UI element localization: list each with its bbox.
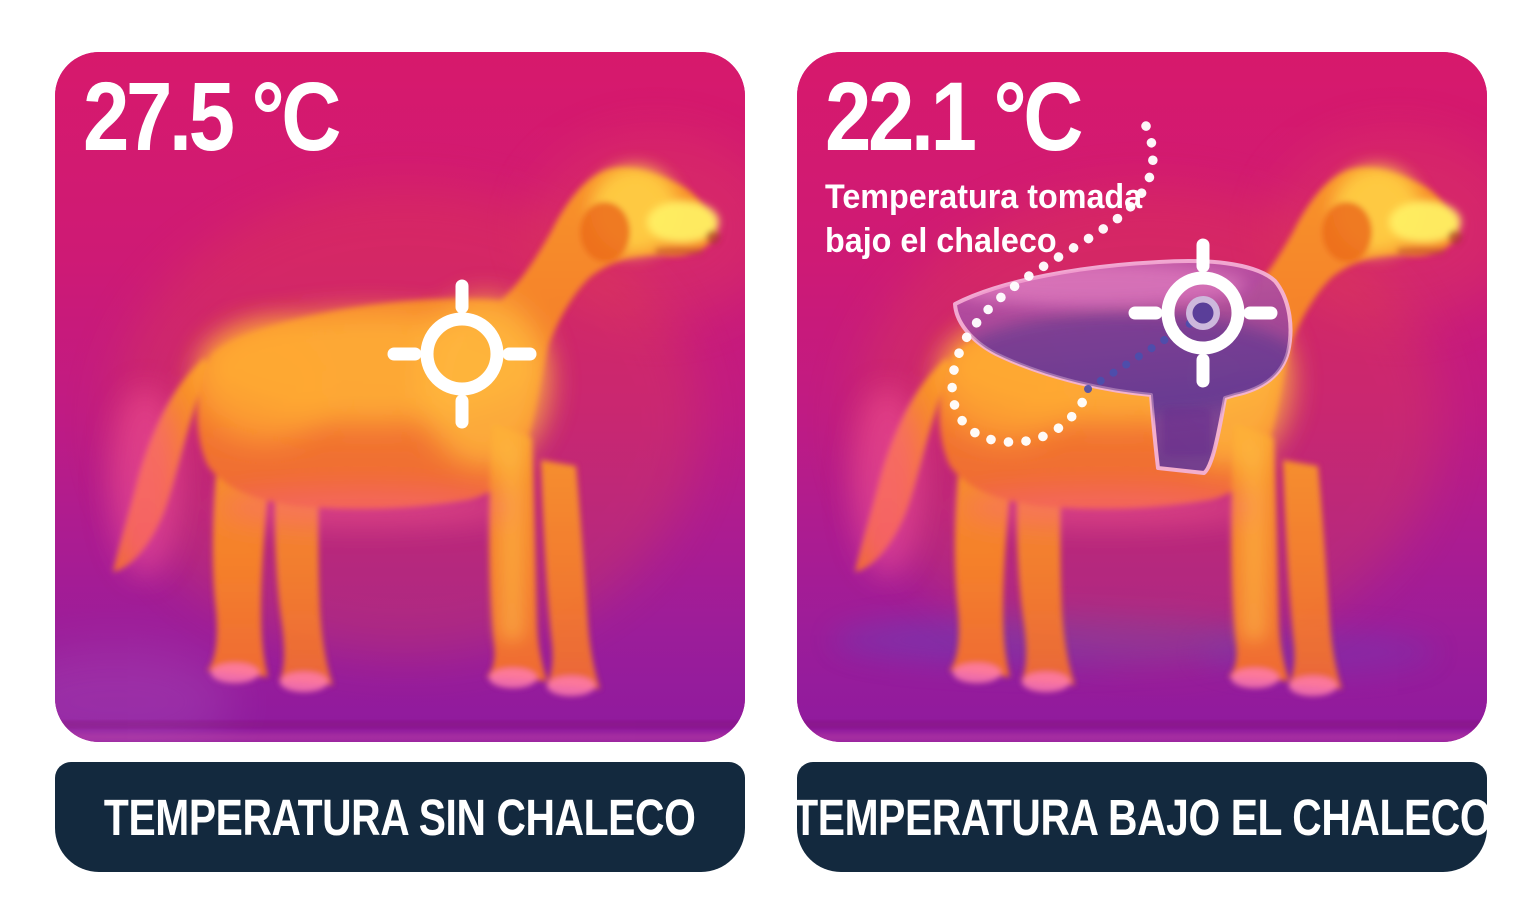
caption-bar-bajo-chaleco: TEMPERATURA BAJO EL CHALECO [793,762,1491,872]
annotation-line-1: Temperatura tomada [825,178,1143,216]
caption-text: TEMPERATURA BAJO EL CHALECO [793,788,1491,846]
crosshair-target-dot-icon [1128,238,1278,388]
thermal-dog-vest-illustration [797,52,1487,742]
thermal-dog [110,166,720,696]
thermal-image-with-vest: 22.1 °C Temperatura tomada bajo el chale… [797,52,1487,742]
temperature-label: 22.1 °C [825,62,1084,171]
panel-sin-chaleco: 27.5 °C TEMPERATURA SIN CHALECO [55,52,745,872]
temperature-label: 27.5 °C [83,62,342,171]
caption-bar-sin-chaleco: TEMPERATURA SIN CHALECO [55,762,745,872]
annotation-text: Temperatura tomada bajo el chaleco [825,175,1142,263]
caption-text: TEMPERATURA SIN CHALECO [104,788,696,846]
dotted-callout-line [947,121,1158,447]
thermal-dog-illustration [55,52,745,742]
thermal-image-without-vest: 27.5 °C [55,52,745,742]
annotation-line-2: bajo el chaleco [825,222,1057,261]
crosshair-target-icon [387,279,537,429]
panel-bajo-chaleco: 22.1 °C Temperatura tomada bajo el chale… [793,52,1491,872]
